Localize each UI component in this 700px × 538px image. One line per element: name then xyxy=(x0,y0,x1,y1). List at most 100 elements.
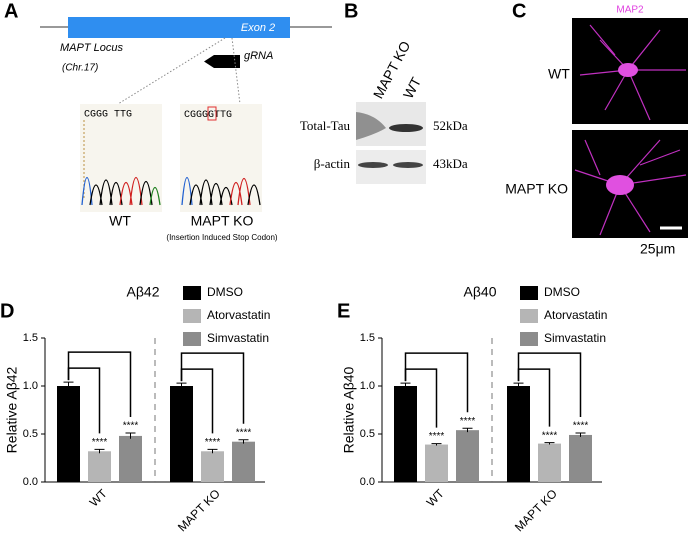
blot-name: Total-Tau xyxy=(300,118,351,133)
blot-size: 43kDa xyxy=(433,156,468,171)
comparison-bracket xyxy=(180,368,214,434)
y-tick-label: 0.0 xyxy=(23,476,38,488)
error-bar xyxy=(94,448,105,454)
error-bar xyxy=(207,448,218,454)
significance: **** xyxy=(92,437,108,448)
sequence: CGGGGTTG xyxy=(184,110,232,121)
error-bar xyxy=(400,382,411,389)
error-bar xyxy=(63,381,74,390)
ko-note: (Insertion Induced Stop Codon) xyxy=(166,233,278,242)
panel-label: B xyxy=(344,0,358,22)
blot-band xyxy=(393,162,423,168)
error-bar xyxy=(513,382,524,389)
y-tick-label: 1.5 xyxy=(23,332,38,344)
chromosome-label: (Chr.17) xyxy=(62,63,98,74)
comparison-bracket xyxy=(67,367,101,434)
locus-label: MAPT Locus xyxy=(60,42,123,54)
y-tick-label: 1.0 xyxy=(360,380,375,392)
y-tick-label: 1.0 xyxy=(23,380,38,392)
comparison-bracket xyxy=(404,368,438,428)
blot-band xyxy=(389,124,423,132)
legend-swatch xyxy=(183,286,201,300)
y-tick-label: 0.5 xyxy=(360,428,375,440)
legend-label: DMSO xyxy=(207,285,243,299)
comparison-bracket xyxy=(517,368,551,427)
bar xyxy=(569,434,592,482)
blot-size: 52kDa xyxy=(433,118,468,133)
grna-arrow xyxy=(204,55,240,68)
panel-label: E xyxy=(337,300,350,322)
error-bar xyxy=(238,439,249,444)
legend-label: DMSO xyxy=(544,285,580,299)
error-bar xyxy=(176,382,187,389)
zoom-line xyxy=(231,37,241,105)
x-tick-label: MAPT KO xyxy=(512,486,560,534)
comparison-bracket xyxy=(67,351,132,418)
legend-label: Simvastatin xyxy=(544,331,606,345)
legend-label: Simvastatin xyxy=(207,331,269,345)
row-label: WT xyxy=(548,66,570,82)
comparison-bracket xyxy=(517,352,582,418)
significance: **** xyxy=(429,431,445,442)
wt-label: WT xyxy=(109,213,131,229)
bar xyxy=(232,441,255,482)
y-tick-label: 1.5 xyxy=(360,332,375,344)
error-bar xyxy=(544,442,555,445)
insert-box xyxy=(207,106,217,121)
bar xyxy=(507,386,530,482)
bar xyxy=(394,386,417,482)
legend-swatch xyxy=(520,309,538,323)
x-tick-label: WT xyxy=(424,486,448,510)
chromatogram xyxy=(81,120,261,206)
blot-band xyxy=(358,162,388,168)
zoom-line xyxy=(117,37,226,105)
legend-swatch xyxy=(183,309,201,323)
exon-label: Exon 2 xyxy=(241,22,275,34)
exon xyxy=(68,17,290,38)
legend-swatch xyxy=(183,332,201,346)
significance: **** xyxy=(573,421,589,432)
grna-label: gRNA xyxy=(244,50,273,62)
significance: **** xyxy=(205,437,221,448)
row-label: MAPT KO xyxy=(505,181,568,197)
soma xyxy=(618,63,638,77)
scale-label: 25μm xyxy=(640,241,675,257)
y-axis-label: Relative Aβ42 xyxy=(4,366,20,453)
bar xyxy=(538,443,561,482)
significance: **** xyxy=(123,421,139,432)
stain-label: MAP2 xyxy=(616,5,644,16)
blot-smear xyxy=(356,112,386,140)
bar xyxy=(170,386,193,482)
panel-label: A xyxy=(4,0,18,22)
y-tick-label: 0.5 xyxy=(23,428,38,440)
panel-label: D xyxy=(0,300,14,322)
soma xyxy=(606,175,634,195)
y-tick-label: 0.0 xyxy=(360,476,375,488)
sequence-insert: G xyxy=(208,110,214,121)
bar xyxy=(456,430,479,482)
panel-label: C xyxy=(512,0,526,22)
bar xyxy=(119,435,142,482)
neuron xyxy=(574,24,687,236)
comparison-bracket xyxy=(404,352,469,413)
blot-name: β-actin xyxy=(314,156,351,171)
bar xyxy=(88,451,111,482)
bar xyxy=(57,386,80,482)
significance: **** xyxy=(542,430,558,441)
chart-title: Aβ40 xyxy=(464,284,497,300)
ko-label: MAPT KO xyxy=(191,213,254,229)
error-bar xyxy=(575,432,586,437)
sequence-part: CGGG xyxy=(184,110,208,121)
legend-label: Atorvastatin xyxy=(544,308,607,322)
y-axis-label: Relative Aβ40 xyxy=(341,366,357,453)
sequence-part: TTG xyxy=(214,110,232,121)
significance: **** xyxy=(460,416,476,427)
chart-title: Aβ42 xyxy=(127,284,160,300)
error-bar xyxy=(125,432,136,439)
legend-label: Atorvastatin xyxy=(207,308,270,322)
bar xyxy=(425,444,448,482)
error-bar xyxy=(462,427,473,433)
error-bar xyxy=(431,443,442,446)
comparison-bracket xyxy=(180,352,245,424)
